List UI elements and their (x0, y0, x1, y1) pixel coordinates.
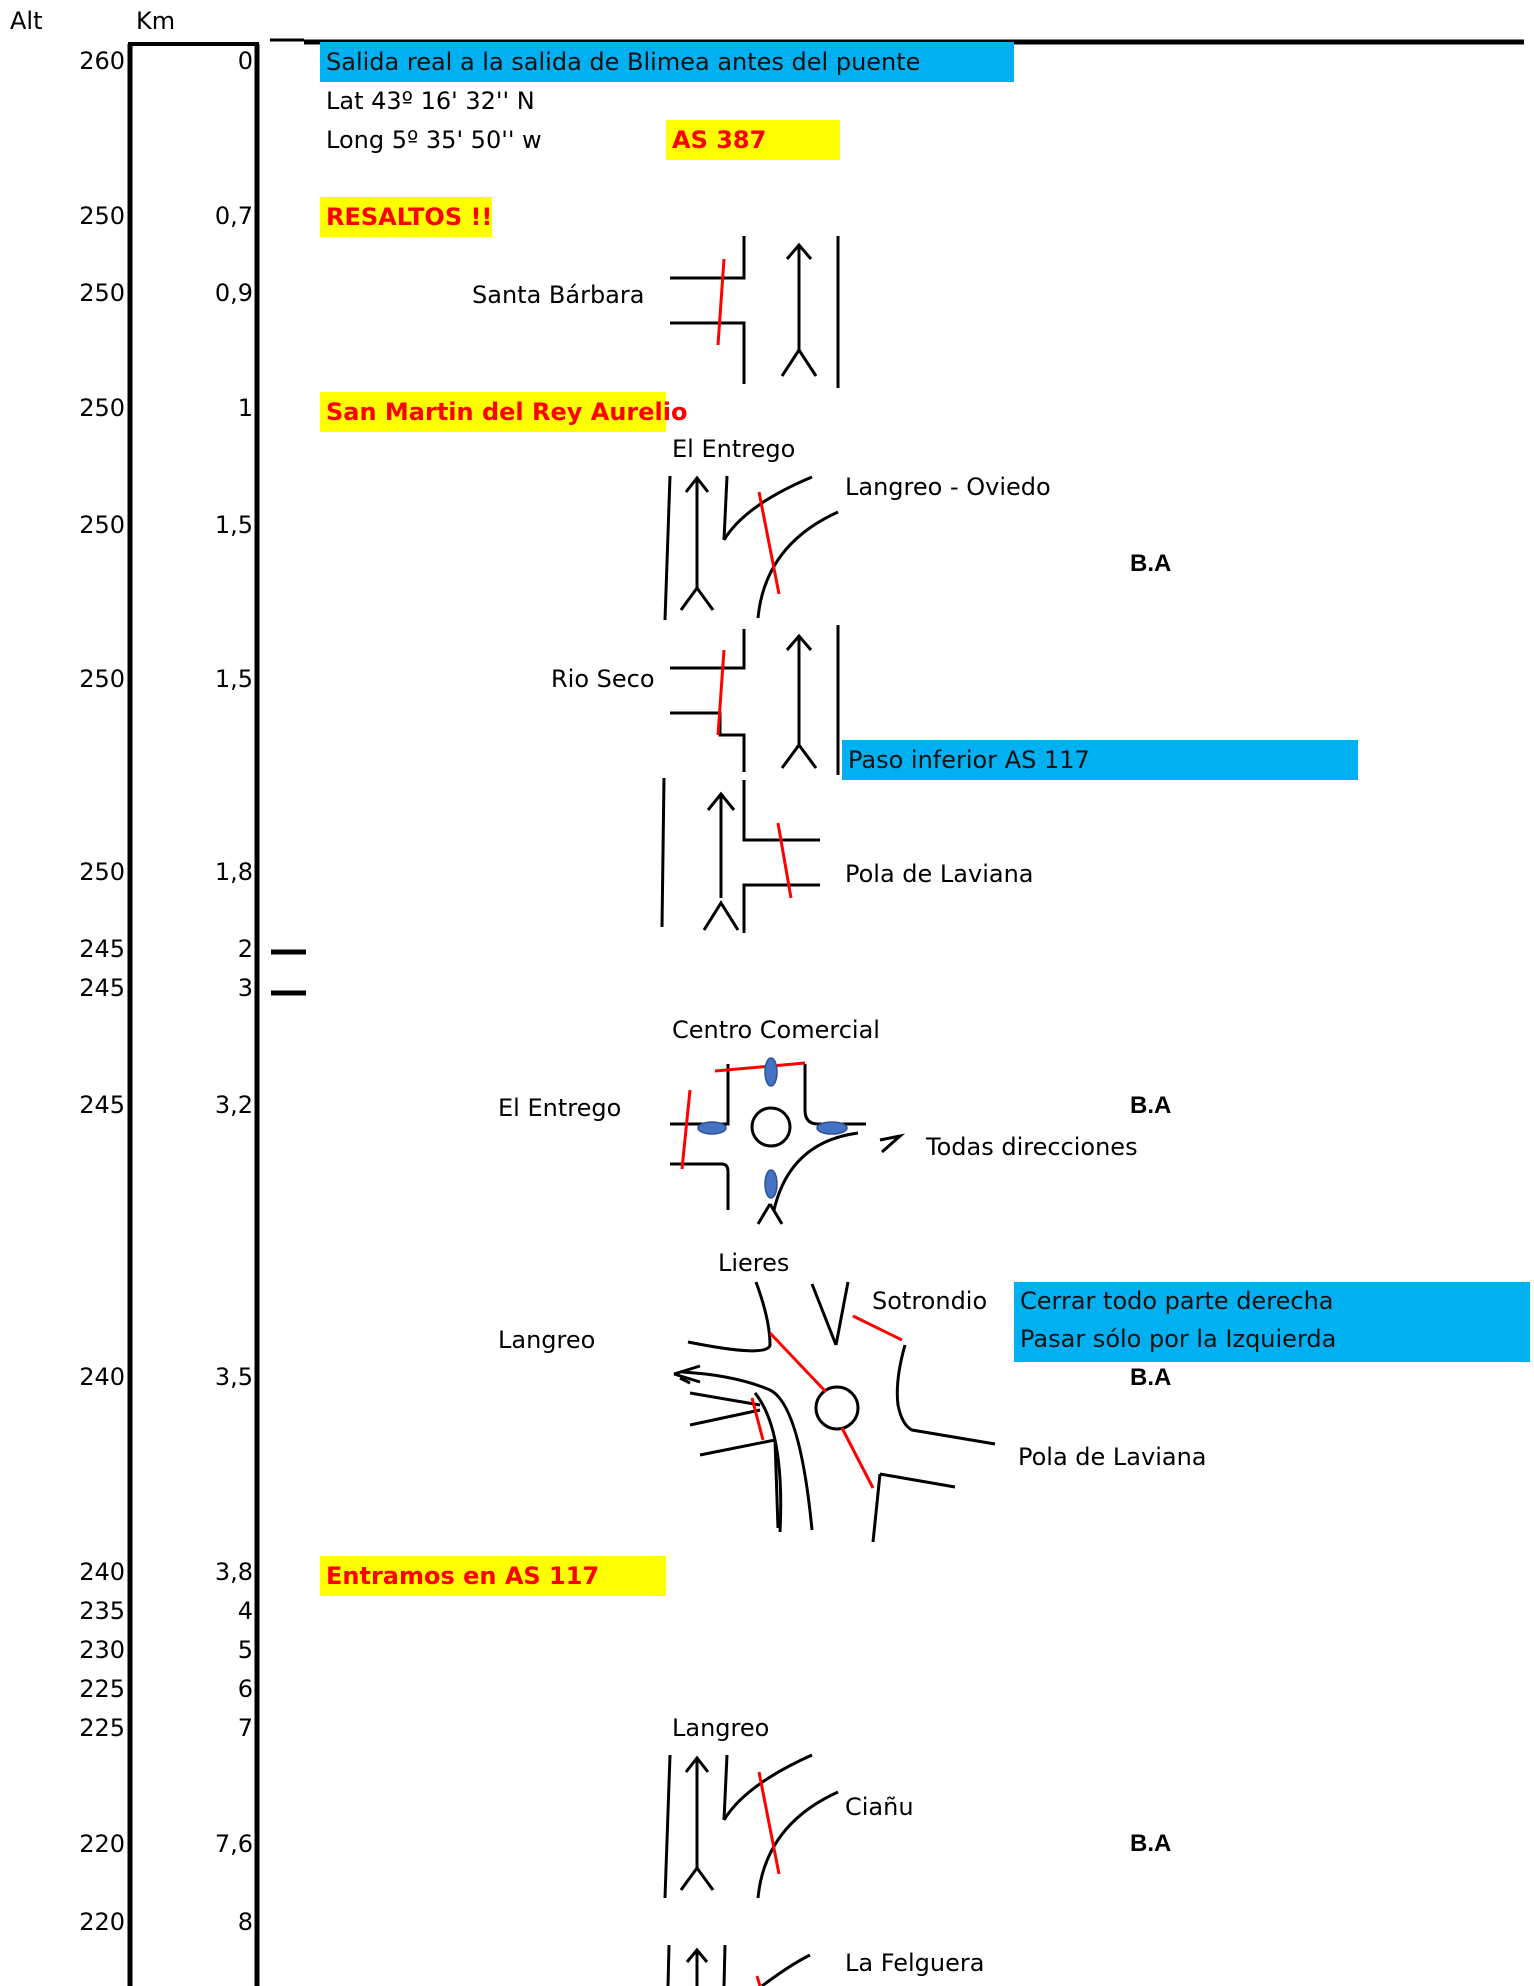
junction-santa-barbara (670, 236, 840, 388)
km-value: 5 (237, 1636, 253, 1664)
alt-value: 220 (79, 1908, 125, 1936)
alt-value: 245 (79, 1091, 125, 1119)
note-paso-inferior: Paso inferior AS 117 (842, 740, 1358, 780)
note-entramos: Entramos en AS 117 (320, 1556, 666, 1596)
km-value: 0,7 (214, 202, 253, 230)
place-langreo-oviedo: Langreo - Oviedo (845, 473, 1051, 501)
place-centro-comercial: Centro Comercial (672, 1016, 880, 1044)
place-langreo-2: Langreo (672, 1714, 770, 1742)
roundabout-centro-comercial (670, 1057, 906, 1225)
place-pola-laviana: Pola de Laviana (845, 860, 1034, 888)
alt-value: 250 (79, 279, 125, 307)
alt-value: 240 (79, 1363, 125, 1391)
km-value: 7 (237, 1714, 253, 1742)
junction-rio-seco (670, 625, 840, 775)
roundabout-lieres (673, 1281, 996, 1543)
note-as387: AS 387 (666, 120, 840, 160)
note-cerrar: Cerrar todo parte derecha (1020, 1287, 1334, 1315)
km-value: 1 (237, 394, 253, 422)
junction-el-entrego (663, 475, 839, 621)
place-santa-barbara: Santa Bárbara (472, 281, 645, 309)
km-value: 2 (237, 935, 253, 963)
km-value: 3,2 (214, 1091, 253, 1119)
note-san-martin: San Martin del Rey Aurelio (320, 392, 688, 432)
place-lieres: Lieres (718, 1249, 790, 1277)
note-lat: Lat 43º 16' 32'' N (326, 87, 535, 115)
alt-value: 250 (79, 665, 125, 693)
km-value: 6 (237, 1675, 253, 1703)
junction-cianu (663, 1753, 839, 1899)
km-value: 0,9 (214, 279, 253, 307)
km-value: 1,5 (214, 665, 253, 693)
header-alt: Alt (10, 7, 43, 35)
alt-value: 225 (79, 1714, 125, 1742)
junction-la-felguera (666, 1944, 811, 1986)
alt-value: 230 (79, 1636, 125, 1664)
ba-marker: B.A (1130, 1830, 1172, 1857)
km-value: 1,8 (214, 858, 253, 886)
place-langreo: Langreo (498, 1326, 596, 1354)
column-rules (127, 38, 1524, 1986)
alt-value: 220 (79, 1830, 125, 1858)
ba-marker: B.A (1130, 1364, 1172, 1391)
note-resaltos: RESALTOS !! (320, 197, 492, 237)
place-sotrondio: Sotrondio (872, 1287, 988, 1315)
place-rio-seco: Rio Seco (551, 665, 655, 693)
alt-value: 250 (79, 858, 125, 886)
place-cianu: Ciañu (845, 1793, 914, 1821)
place-pola-laviana-2: Pola de Laviana (1018, 1443, 1207, 1471)
place-el-entrego: El Entrego (672, 435, 796, 463)
note-salida: Salida real a la salida de Blimea antes … (320, 42, 1014, 82)
km-value: 0 (237, 47, 253, 75)
place-el-entrego-2: El Entrego (498, 1094, 622, 1122)
ba-marker: B.A (1130, 550, 1172, 577)
alt-value: 240 (79, 1558, 125, 1586)
km-value: 1,5 (214, 511, 253, 539)
alt-value: 225 (79, 1675, 125, 1703)
note-long: Long 5º 35' 50'' w (326, 126, 542, 154)
note-pasar: Pasar sólo por la Izquierda (1020, 1325, 1337, 1353)
alt-value: 245 (79, 974, 125, 1002)
km-value: 8 (237, 1908, 253, 1936)
km-value: 3,5 (214, 1363, 253, 1391)
km-value: 4 (237, 1597, 253, 1625)
alt-value: 250 (79, 202, 125, 230)
alt-value: 235 (79, 1597, 125, 1625)
junction-pola-laviana (660, 777, 820, 933)
alt-value: 250 (79, 511, 125, 539)
ba-marker: B.A (1130, 1092, 1172, 1119)
place-la-felguera: La Felguera (845, 1949, 985, 1977)
km-value: 3 (237, 974, 253, 1002)
km-value: 3,8 (214, 1558, 253, 1586)
alt-value: 245 (79, 935, 125, 963)
alt-value: 260 (79, 47, 125, 75)
km-value: 7,6 (214, 1830, 253, 1858)
place-todas-direcciones: Todas direcciones (926, 1133, 1138, 1161)
header-km: Km (136, 7, 176, 35)
note-cerrar-pasar: Cerrar todo parte derecha Pasar sólo por… (1014, 1282, 1530, 1362)
alt-value: 250 (79, 394, 125, 422)
